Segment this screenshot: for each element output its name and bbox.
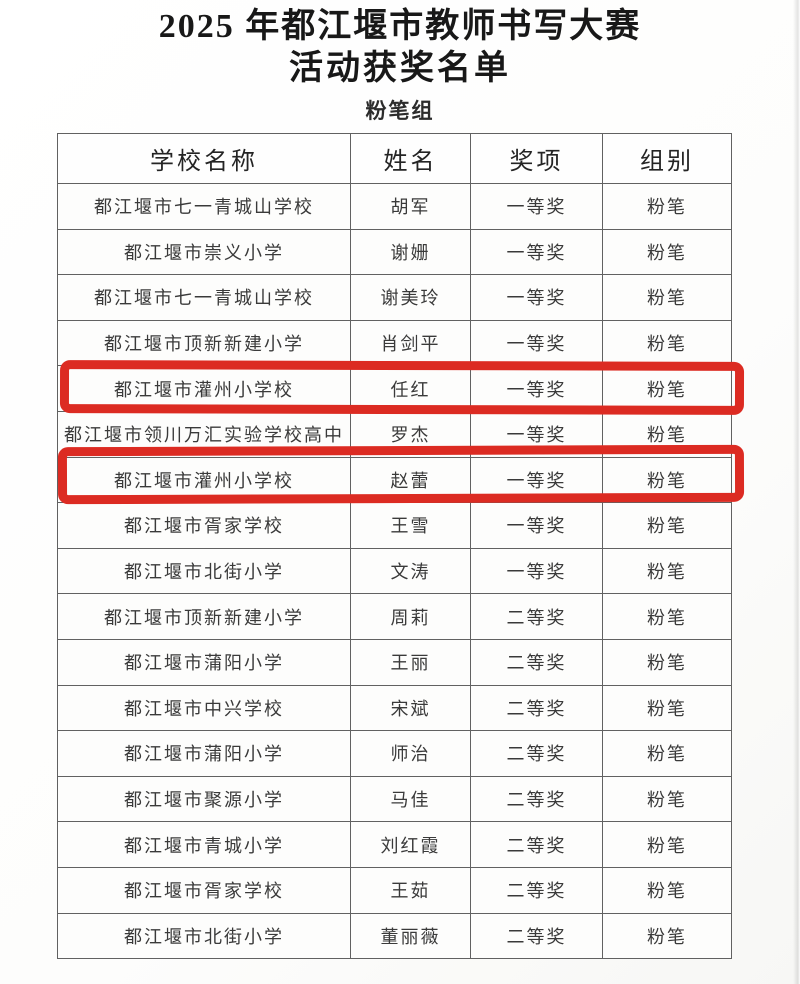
cell-school: 都江堰市北街小学 xyxy=(57,547,351,595)
cell-school: 都江堰市崇义小学 xyxy=(57,228,351,276)
cell-award: 二等奖 xyxy=(470,866,603,914)
cell-school: 都江堰市中兴学校 xyxy=(57,684,351,732)
cell-group: 粉笔 xyxy=(602,730,732,777)
cell-school: 都江堰市胥家学校 xyxy=(57,502,351,549)
cell-award: 二等奖 xyxy=(470,638,603,686)
cell-group: 粉笔 xyxy=(602,502,732,549)
cell-school: 都江堰市灌州小学校 xyxy=(57,365,351,412)
table-row: 都江堰市胥家学校 王茹 二等奖 粉笔 xyxy=(57,866,732,914)
table-row: 都江堰市中兴学校 宋斌 二等奖 粉笔 xyxy=(57,684,732,732)
cell-school: 都江堰市七一青城山学校 xyxy=(57,274,351,321)
cell-school: 都江堰市七一青城山学校 xyxy=(57,183,351,230)
cell-school: 都江堰市蒲阳小学 xyxy=(57,730,351,777)
awards-table: 学校名称 姓名 奖项 组别 都江堰市七一青城山学校 胡军 一等奖 粉笔 都江堰市… xyxy=(57,133,732,960)
cell-school: 都江堰市顶新新建小学 xyxy=(57,593,351,640)
cell-name: 胡军 xyxy=(350,183,471,230)
table-row: 都江堰市北街小学 董丽薇 二等奖 粉笔 xyxy=(57,912,732,960)
cell-group: 粉笔 xyxy=(602,593,732,640)
cell-school: 都江堰市顶新新建小学 xyxy=(57,319,351,367)
cell-name: 赵蕾 xyxy=(350,456,471,504)
photo-edge-shadow xyxy=(793,0,800,984)
cell-group: 粉笔 xyxy=(602,274,732,321)
group-section-label: 粉笔组 xyxy=(365,99,435,123)
cell-name: 刘红霞 xyxy=(350,821,471,868)
cell-name: 王雪 xyxy=(350,502,471,549)
cell-award: 二等奖 xyxy=(470,821,603,868)
table-row: 都江堰市顶新新建小学 周莉 二等奖 粉笔 xyxy=(57,593,732,640)
cell-name: 王丽 xyxy=(350,638,471,686)
cell-group: 粉笔 xyxy=(602,684,732,732)
table-header-row: 学校名称 姓名 奖项 组别 xyxy=(57,133,732,184)
cell-school: 都江堰市胥家学校 xyxy=(57,866,351,914)
cell-award: 一等奖 xyxy=(470,410,603,458)
cell-group: 粉笔 xyxy=(602,456,732,504)
column-header-school: 学校名称 xyxy=(57,133,351,184)
cell-name: 董丽薇 xyxy=(350,912,471,960)
cell-group: 粉笔 xyxy=(602,821,732,868)
cell-award: 二等奖 xyxy=(470,593,603,640)
cell-name: 王茹 xyxy=(350,866,471,914)
cell-award: 二等奖 xyxy=(470,684,603,732)
cell-award: 一等奖 xyxy=(470,547,603,595)
table-row: 都江堰市崇义小学 谢姗 一等奖 粉笔 xyxy=(57,228,732,276)
table-row: 都江堰市蒲阳小学 师治 二等奖 粉笔 xyxy=(57,730,732,777)
table-row: 都江堰市蒲阳小学 王丽 二等奖 粉笔 xyxy=(57,638,732,686)
table-row: 都江堰市胥家学校 王雪 一等奖 粉笔 xyxy=(57,502,732,549)
table-row: 都江堰市北街小学 文涛 一等奖 粉笔 xyxy=(57,547,732,595)
cell-group: 粉笔 xyxy=(602,410,732,458)
cell-name: 周莉 xyxy=(350,593,471,640)
cell-award: 二等奖 xyxy=(470,730,603,777)
cell-group: 粉笔 xyxy=(602,775,732,823)
cell-group: 粉笔 xyxy=(602,228,732,276)
cell-award: 一等奖 xyxy=(470,456,603,504)
cell-group: 粉笔 xyxy=(602,365,732,412)
column-header-award: 奖项 xyxy=(470,133,603,184)
cell-award: 一等奖 xyxy=(470,319,603,367)
cell-award: 一等奖 xyxy=(470,228,603,276)
cell-school: 都江堰市北街小学 xyxy=(57,912,351,960)
document-title-line1: 2025 年都江堰市教师书写大赛 xyxy=(158,8,642,45)
table-row: 都江堰市聚源小学 马佳 二等奖 粉笔 xyxy=(57,775,732,823)
cell-school: 都江堰市聚源小学 xyxy=(57,775,351,823)
cell-name: 任红 xyxy=(350,365,471,412)
column-header-name: 姓名 xyxy=(350,133,471,184)
cell-group: 粉笔 xyxy=(602,183,732,230)
cell-group: 粉笔 xyxy=(602,638,732,686)
cell-award: 二等奖 xyxy=(470,775,603,823)
table-row-highlighted: 都江堰市灌州小学校 任红 一等奖 粉笔 xyxy=(57,365,732,412)
cell-school: 都江堰市领川万汇实验学校高中 xyxy=(57,410,351,458)
cell-award: 一等奖 xyxy=(470,183,603,230)
cell-group: 粉笔 xyxy=(602,912,732,960)
cell-group: 粉笔 xyxy=(602,866,732,914)
cell-group: 粉笔 xyxy=(602,547,732,595)
table-row: 都江堰市顶新新建小学 肖剑平 一等奖 粉笔 xyxy=(57,319,732,367)
cell-name: 肖剑平 xyxy=(350,319,471,367)
cell-award: 一等奖 xyxy=(470,274,603,321)
table-row: 都江堰市七一青城山学校 胡军 一等奖 粉笔 xyxy=(57,183,732,230)
column-header-group: 组别 xyxy=(602,133,732,184)
document-title-line2: 活动获奖名单 xyxy=(289,50,511,87)
cell-school: 都江堰市青城小学 xyxy=(57,821,351,868)
cell-name: 马佳 xyxy=(350,775,471,823)
cell-award: 一等奖 xyxy=(470,365,603,412)
cell-group: 粉笔 xyxy=(602,319,732,367)
cell-award: 一等奖 xyxy=(470,502,603,549)
cell-name: 师治 xyxy=(350,730,471,777)
cell-school: 都江堰市灌州小学校 xyxy=(57,456,351,504)
table-row: 都江堰市七一青城山学校 谢美玲 一等奖 粉笔 xyxy=(57,274,732,321)
table-row: 都江堰市领川万汇实验学校高中 罗杰 一等奖 粉笔 xyxy=(57,410,732,458)
table-row: 都江堰市青城小学 刘红霞 二等奖 粉笔 xyxy=(57,821,732,868)
cell-award: 二等奖 xyxy=(470,912,603,960)
cell-name: 文涛 xyxy=(350,547,471,595)
cell-name: 谢姗 xyxy=(350,228,471,276)
table-row-highlighted: 都江堰市灌州小学校 赵蕾 一等奖 粉笔 xyxy=(57,456,732,504)
cell-name: 宋斌 xyxy=(350,684,471,732)
cell-school: 都江堰市蒲阳小学 xyxy=(57,638,351,686)
cell-name: 谢美玲 xyxy=(350,274,471,321)
cell-name: 罗杰 xyxy=(350,410,471,458)
